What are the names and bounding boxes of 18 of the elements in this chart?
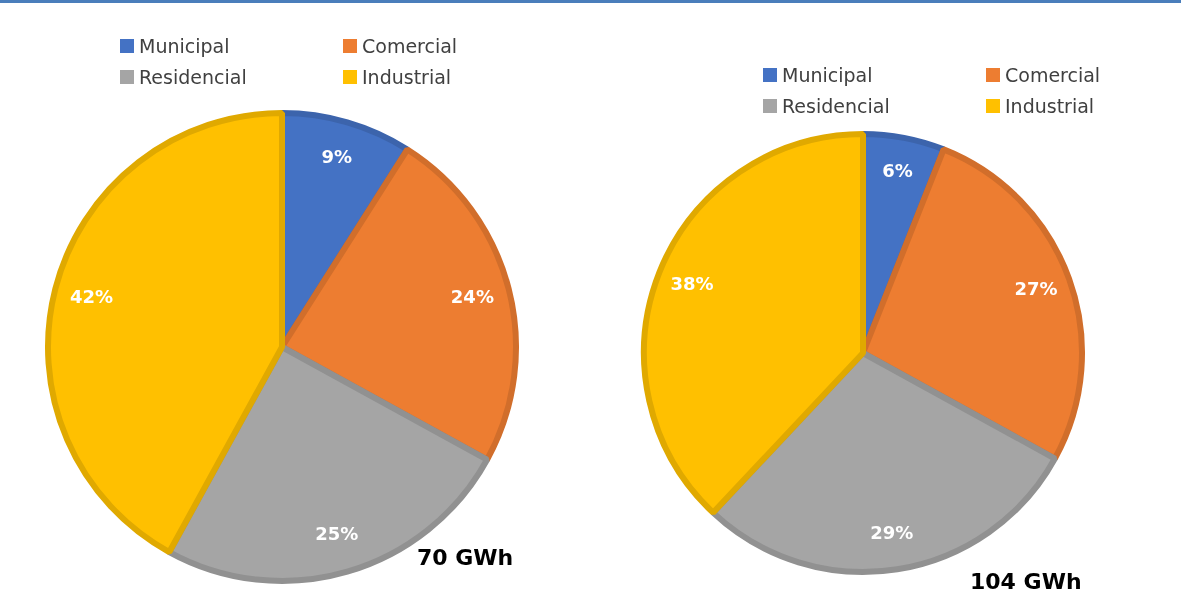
legend-label: Residencial	[139, 66, 247, 88]
legend-label: Residencial	[782, 95, 890, 117]
data-label: 24%	[450, 285, 494, 307]
legend-label: Industrial	[1005, 95, 1095, 117]
legend-label: Municipal	[139, 35, 230, 57]
data-label: 27%	[1014, 278, 1058, 300]
legend-label: Municipal	[782, 64, 873, 86]
legend-label: Comercial	[362, 35, 458, 57]
text: 104 GWh	[970, 569, 1082, 594]
legend-label: Industrial	[362, 66, 452, 88]
data-label: 9%	[321, 145, 353, 167]
data-label: 42%	[70, 285, 114, 307]
data-label: 25%	[315, 523, 359, 545]
text: 70 GWh	[417, 545, 514, 570]
data-label: 29%	[870, 522, 914, 544]
legend-label: Comercial	[1005, 64, 1101, 86]
data-label: 6%	[882, 159, 913, 181]
data-label: 38%	[670, 272, 714, 294]
